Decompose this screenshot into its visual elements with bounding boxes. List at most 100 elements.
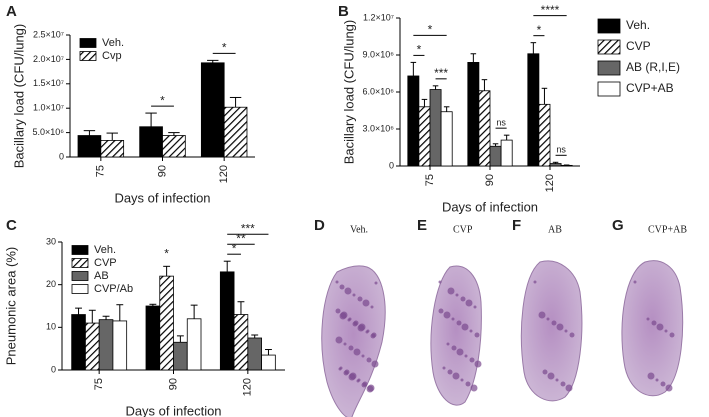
lesion xyxy=(338,367,342,371)
significance-label: * xyxy=(160,93,165,107)
y-tick-label: 5.0×10⁶ xyxy=(33,127,65,137)
error-bar xyxy=(168,132,180,136)
lesion xyxy=(565,384,573,392)
error-bar xyxy=(223,260,231,272)
bar xyxy=(440,111,453,167)
legend-label: Veh. xyxy=(94,244,116,256)
lesion xyxy=(646,317,650,321)
x-tick-label: 120 xyxy=(242,378,254,396)
error-bar xyxy=(229,96,242,108)
lesion xyxy=(339,312,347,320)
significance-label: *** xyxy=(241,221,255,235)
bar xyxy=(98,319,114,371)
lesion xyxy=(366,357,372,363)
lesion xyxy=(347,318,351,322)
bar xyxy=(219,271,235,371)
legend-swatch xyxy=(71,245,89,255)
lesion xyxy=(669,332,675,338)
lesion xyxy=(374,281,378,285)
bar xyxy=(112,320,128,371)
lesion xyxy=(357,296,363,302)
lesion xyxy=(339,284,345,290)
error-bar xyxy=(163,265,171,277)
legend-swatch xyxy=(597,60,621,76)
image-panel-letter: D xyxy=(314,217,325,234)
significance-label: * xyxy=(232,241,237,255)
error-bar xyxy=(443,106,450,112)
bar xyxy=(159,275,174,371)
error-bar xyxy=(503,134,510,141)
lesion xyxy=(371,360,379,368)
error-bar xyxy=(541,87,548,105)
lesion xyxy=(647,372,655,380)
lesion xyxy=(361,354,365,358)
y-tick-label: 9.0×10⁶ xyxy=(363,49,395,59)
lesion xyxy=(447,287,455,295)
y-tick-label: 2.5×10⁷ xyxy=(33,29,64,39)
lesion xyxy=(452,372,460,380)
x-axis-label: Days of infection xyxy=(125,403,221,417)
legend-swatch xyxy=(71,271,89,281)
lesion xyxy=(569,332,575,338)
legend-label: CVP/Ab xyxy=(94,283,133,295)
lesion xyxy=(473,305,477,309)
legend-swatch xyxy=(597,18,621,34)
lesion xyxy=(455,293,459,297)
error-bar xyxy=(106,132,118,141)
x-tick-label: 120 xyxy=(544,174,556,192)
lesion xyxy=(335,308,341,314)
bar xyxy=(71,314,86,371)
bar xyxy=(489,145,502,167)
legend-swatch xyxy=(71,284,89,294)
error-bar xyxy=(237,301,245,315)
bar xyxy=(429,89,442,167)
legend-swatch xyxy=(71,258,89,268)
x-tick-label: 75 xyxy=(93,378,105,390)
lesion xyxy=(446,342,450,346)
lesion xyxy=(461,323,469,331)
lesion xyxy=(556,323,564,331)
x-tick-label: 90 xyxy=(484,174,496,186)
image-panel-letter: G xyxy=(612,217,624,234)
x-axis-label: Days of infection xyxy=(114,190,210,205)
lesion xyxy=(365,330,369,334)
lesion xyxy=(665,384,673,392)
error-bar xyxy=(251,334,259,338)
significance-label: *** xyxy=(434,66,448,80)
legend-swatch xyxy=(79,38,97,48)
lesion xyxy=(660,381,666,387)
y-tick-label: 0 xyxy=(389,160,394,170)
lesion xyxy=(655,378,659,382)
y-tick-label: 1.5×10⁷ xyxy=(33,78,64,88)
x-tick-label: 90 xyxy=(167,378,179,390)
bar xyxy=(261,354,276,371)
significance-label: * xyxy=(537,23,542,37)
bar xyxy=(247,337,262,371)
bar xyxy=(527,53,540,167)
lesion xyxy=(451,345,457,351)
lesion xyxy=(438,280,442,284)
lesion xyxy=(438,308,444,314)
error-bar xyxy=(492,143,499,147)
lesion xyxy=(465,299,473,307)
legend-label: AB xyxy=(94,270,109,282)
y-tick-label: 6.0×10⁶ xyxy=(363,86,395,96)
lesion xyxy=(460,378,464,382)
lesion xyxy=(460,296,466,302)
y-tick-label: 10 xyxy=(46,322,56,332)
image-panel-letter: F xyxy=(512,217,521,234)
lesion xyxy=(456,348,464,356)
bar xyxy=(100,140,125,158)
bar xyxy=(186,318,202,371)
x-tick-label: 75 xyxy=(95,165,107,177)
x-axis-label: Days of infection xyxy=(442,199,538,214)
bar xyxy=(407,75,420,167)
bar xyxy=(173,341,188,371)
bar xyxy=(538,103,551,167)
significance-label: * xyxy=(164,246,169,260)
bar xyxy=(418,106,431,167)
lesion xyxy=(362,299,370,307)
lesion xyxy=(555,378,559,382)
lesion xyxy=(633,280,637,284)
x-tick-label: 75 xyxy=(424,174,436,186)
